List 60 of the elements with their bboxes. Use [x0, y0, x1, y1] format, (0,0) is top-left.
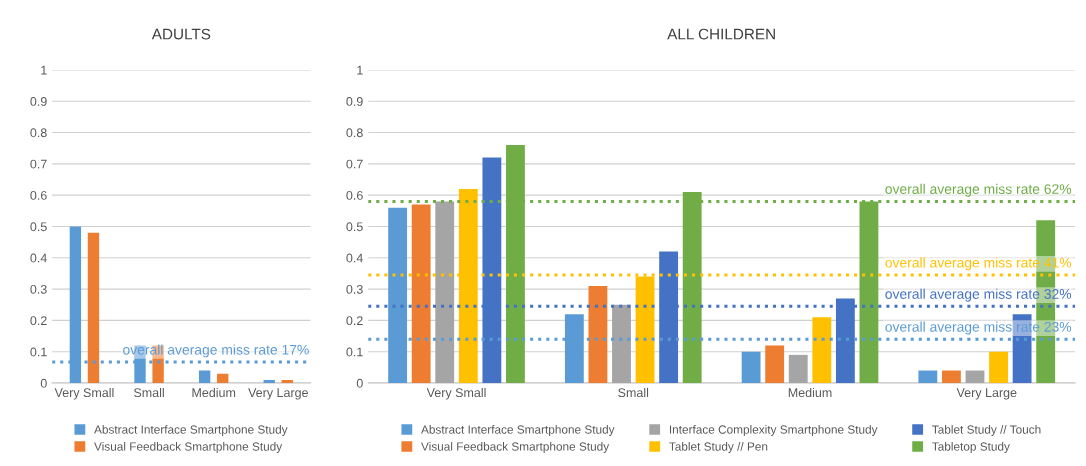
legend-label: Interface Complexity Smartphone Study — [669, 425, 878, 437]
ref-line-label: overall average miss rate 32% — [885, 288, 1072, 302]
bar — [741, 351, 761, 384]
x-tick-label: Very Small — [54, 387, 114, 400]
y-tick-label: 0.2 — [346, 316, 363, 326]
bar — [263, 379, 275, 384]
y-tick-label: 1 — [41, 65, 47, 75]
y-tick-label: 0.6 — [30, 190, 47, 200]
y-tick-label: 0.7 — [346, 159, 363, 169]
bar — [588, 285, 608, 384]
x-tick-label: Small — [133, 387, 164, 398]
bar — [965, 370, 985, 384]
x-tick-label: Very Large — [248, 388, 308, 400]
y-tick-label: 0.1 — [346, 347, 363, 357]
y-tick-label: 0.3 — [346, 284, 363, 294]
legend-label: Abstract Interface Smartphone Study — [94, 425, 288, 437]
x-tick-label: Medium — [192, 387, 236, 398]
legend-label: Visual Feedback Smartphone Study — [94, 442, 283, 454]
x-tick-label: Very Large — [956, 388, 1017, 400]
y-tick-label: 0.6 — [346, 190, 363, 200]
bar — [612, 304, 631, 384]
y-tick-label: 0.8 — [30, 128, 47, 138]
bar — [281, 379, 294, 384]
ref-line-label: overall average miss rate 41% — [885, 257, 1072, 271]
bar — [765, 345, 785, 384]
bar — [411, 204, 431, 384]
legend-label: Abstract Interface Smartphone Study — [421, 425, 615, 437]
chart-title: ADULTS — [151, 28, 211, 40]
y-tick-label: 0 — [356, 378, 363, 388]
y-tick-label: 0.8 — [346, 128, 363, 138]
legend-label: Tablet Study // Pen — [669, 442, 768, 454]
legend-label: Visual Feedback Smartphone Study — [421, 442, 610, 454]
y-tick-label: 0 — [40, 378, 47, 388]
bar — [812, 317, 832, 384]
y-tick-label: 0.5 — [30, 222, 47, 232]
x-tick-label: Medium — [788, 387, 832, 398]
y-tick-label: 0.7 — [30, 159, 47, 169]
x-tick-label: Small — [618, 387, 649, 398]
bar — [918, 370, 938, 384]
legend-label: Tablet Study // Touch — [932, 425, 1041, 437]
y-tick-label: 0.5 — [346, 222, 363, 232]
chart-title: ALL CHILDREN — [667, 28, 775, 40]
bar — [198, 370, 211, 384]
ref-line-label: overall average miss rate 62% — [885, 183, 1072, 197]
y-tick-label: 0.2 — [30, 316, 47, 326]
bar — [989, 351, 1008, 384]
y-tick-label: 0.1 — [30, 347, 47, 357]
y-tick-label: 1 — [357, 65, 363, 75]
bar — [87, 232, 100, 384]
y-tick-label: 0.3 — [30, 284, 47, 294]
y-tick-label: 0.9 — [30, 97, 47, 106]
y-tick-label: 0.4 — [30, 253, 47, 263]
bar — [788, 354, 808, 384]
bar — [435, 201, 455, 384]
bar — [941, 370, 961, 384]
bar — [217, 373, 229, 384]
y-tick-label: 0.9 — [346, 97, 363, 106]
y-tick-label: 0.4 — [346, 253, 363, 263]
x-tick-label: Very Small — [426, 387, 486, 400]
legend-label: Tabletop Study — [932, 442, 1010, 454]
